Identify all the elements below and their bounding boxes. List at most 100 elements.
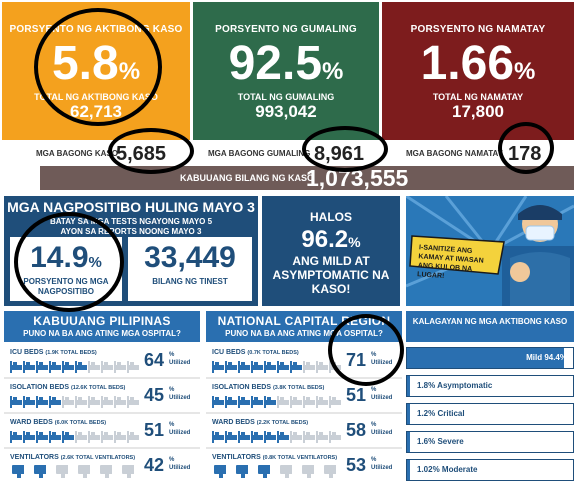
status-row-label: 1.8% Asymptomatic [417,381,493,390]
ventilator-icon [214,465,226,478]
bed-icon [62,361,74,373]
sanitize-text: I-SANITIZE ANG KAMAY AT IWASAN ANG KULOB… [416,244,484,281]
bed-icon [225,396,237,408]
bed-util: % Utilized [169,457,191,471]
ncr-hospital-panel: NATIONAL CAPITAL REGION PUNO NA BA ANG A… [206,311,402,486]
recovered-title: PORSYENTO NG GUMALING [215,24,357,35]
bed-icon [36,396,48,408]
status-title: KALAGAYAN NG MGA AKTIBONG KASO [406,311,574,342]
bed-icon [212,361,224,373]
mild-percent: 96.2% [301,226,361,253]
recovered-total: 993,042 [255,102,317,121]
new-cases-label: MGA BAGONG KASO [36,149,118,158]
ncr-bed-row: VENTILATORS (0.8K TOTAL VENTILATORS) 53 … [206,451,402,484]
status-bar-fill [407,404,411,424]
bed-icon [316,361,328,373]
bed-icon [75,431,87,443]
ph-bed-row: ICU BEDS (1.9K TOTAL BEDS) 64 % Utilized [4,346,200,379]
bed-util: % Utilized [371,352,393,366]
philippines-hospital-panel: KABUUANG PILIPINAS PUNO NA BA ANG ATING … [4,311,200,486]
philippines-title: KABUUANG PILIPINAS [33,314,171,328]
bed-icon [303,431,315,443]
total-cases-label: KABUUANG BILANG NG KASO [180,173,314,183]
bed-icon [36,431,48,443]
total-cases-value: 1,073,555 [306,165,409,191]
bed-icon [88,361,100,373]
bed-icon [329,396,341,408]
bed-icon [238,396,250,408]
ncr-bed-row: ISOLATION BEDS (3.8K TOTAL BEDS) 51 % Uti… [206,381,402,414]
bed-label: WARD BEDS (6.0K TOTAL BEDS) [10,419,107,426]
mild-line1: HALOS [310,210,352,224]
ventilator-icons [212,464,352,482]
new-deaths-value: 178 [508,143,542,165]
positivity-sub2: AYON SA REPORTS NOONG MAYO 3 [60,227,202,236]
total-cases-bar: KABUUANG BILANG NG KASO 1,073,555 [40,165,574,191]
bed-percent: 64 [144,350,165,370]
ncr-header: NATIONAL CAPITAL REGION PUNO NA BA ANG A… [206,311,402,342]
deaths-panel: PORSYENTO NG NAMATAY 1.66% TOTAL NG NAMA… [382,2,574,140]
bed-icon [127,361,139,373]
bed-label: VENTILATORS (0.8K TOTAL VENTILATORS) [212,454,338,461]
positivity-title: MGA NAGPOSITIBO HULING MAYO 3 [7,199,255,215]
new-recovered-label: MGA BAGONG GUMALING [208,149,311,158]
bed-percent: 42 [144,455,165,475]
new-deaths-label: MGA BAGONG NAMATAY [406,149,503,158]
bed-label: VENTILATORS (2.6K TOTAL VENTILATORS) [10,454,136,461]
bed-util: % Utilized [371,457,393,471]
bed-icons [212,429,352,447]
status-bar-fill [407,432,411,452]
ventilator-icon [236,465,248,478]
bed-icons [10,394,150,412]
bed-icon [329,431,341,443]
bed-icon [23,361,35,373]
bed-percent: 71 [346,350,367,370]
ph-bed-row: VENTILATORS (2.6K TOTAL VENTILATORS) 42 … [4,451,200,484]
bed-icon [101,431,113,443]
bed-icon [10,431,22,443]
bed-icon [264,396,276,408]
bed-icon [290,361,302,373]
active-case-status-panel: KALAGAYAN NG MGA AKTIBONG KASO Mild 94.4… [406,311,574,486]
bed-icon [290,431,302,443]
ventilator-icon [280,465,292,478]
positivity-rate-label: PORSYENTO NG MGA NAGPOSITIBO [23,277,109,296]
mild-line2: ANG MILD AT ASYMPTOMATIC NA KASO! [272,254,390,296]
bed-icon [264,361,276,373]
ventilator-icon [122,465,134,478]
bed-icon [225,431,237,443]
bed-icon [303,361,315,373]
positivity-panel: MGA NAGPOSITIBO HULING MAYO 3 BATAY SA M… [4,196,258,306]
ventilator-icons [10,464,150,482]
bed-icon [238,431,250,443]
ventilator-icon [78,465,90,478]
bed-icon [277,396,289,408]
bed-icon [101,396,113,408]
bed-icon [49,431,61,443]
bed-icon [251,361,263,373]
mild-panel: HALOS 96.2% ANG MILD AT ASYMPTOMATIC NA … [262,196,400,306]
bed-icon [62,396,74,408]
bed-icon [75,396,87,408]
status-row: 1.2% Critical [406,403,574,425]
bed-icon [88,396,100,408]
positivity-rate-card: 14.9% PORSYENTO NG MGA NAGPOSITIBO [10,237,122,301]
bed-icon [75,361,87,373]
deaths-total: 17,800 [452,102,504,121]
status-row: Mild 94.4% [406,347,574,369]
status-bar-fill [407,460,411,480]
ventilator-icon [100,465,112,478]
philippines-subtitle: PUNO NA BA ANG ATING MGA OSPITAL? [23,329,181,338]
positivity-sub1: BATAY SA MGA TESTS NGAYONG MAYO 5 [49,217,213,226]
new-cases-value: 5,685 [116,143,167,165]
bed-icon [23,396,35,408]
active-title: PORSYENTO NG AKTIBONG KASO [9,24,183,35]
positivity-rate: 14.9% [30,241,102,274]
bed-icon [251,431,263,443]
new-deaths: MGA BAGONG NAMATAY 178 [406,142,574,166]
new-cases: MGA BAGONG KASO 5,685 [36,142,196,166]
bed-icon [212,396,224,408]
ventilator-icon [12,465,24,478]
status-row-label: 1.02% Moderate [417,465,478,474]
tested-value: 33,449 [144,241,236,274]
